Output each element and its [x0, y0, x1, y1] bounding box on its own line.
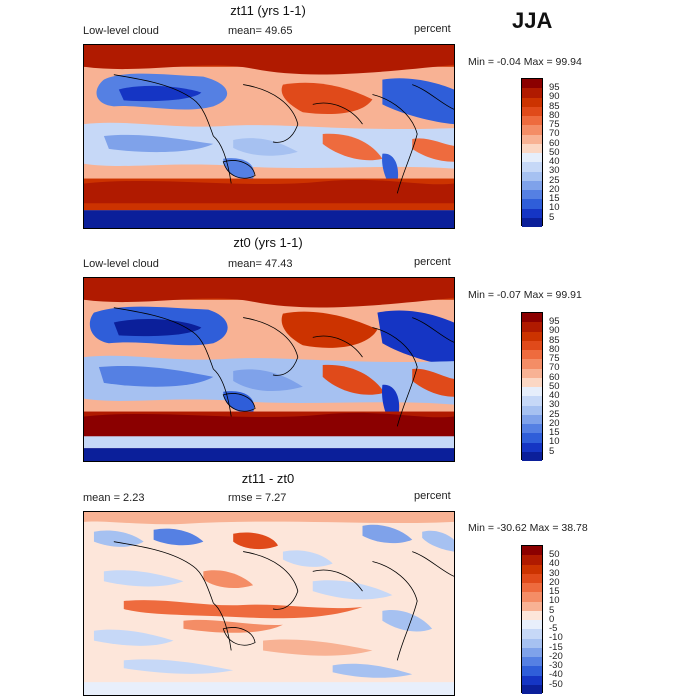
panel-3-units-label: percent: [414, 490, 451, 502]
cb1-tick-75: 75: [549, 119, 560, 130]
panel-3-colorbar: [521, 545, 543, 694]
cb3-tick-minus5: -5: [549, 623, 558, 634]
cb3-tick-minus50: -50: [549, 679, 563, 690]
cb2-tick-70: 70: [549, 362, 560, 373]
season-label: JJA: [512, 8, 553, 33]
cb1-tick-70: 70: [549, 128, 560, 139]
panel-2-map: [83, 277, 455, 462]
panel-3-rmse-label: rmse = 7.27: [228, 492, 287, 504]
cb3-tick-minus15: -15: [549, 642, 563, 653]
panel-2-mean-label: mean= 47.43: [228, 258, 293, 270]
cb1-tick-30: 30: [549, 165, 560, 176]
cb1-tick-80: 80: [549, 110, 560, 121]
cb1-tick-5: 5: [549, 212, 555, 223]
cb2-tick-5: 5: [549, 446, 555, 457]
cb1-tick-10: 10: [549, 202, 560, 213]
cb2-tick-80: 80: [549, 344, 560, 355]
panel-1-colorbar: [521, 78, 543, 227]
panel-1-variable-label: Low-level cloud: [83, 25, 159, 37]
cb3-tick-0: 0: [549, 614, 555, 625]
panel-3-minmax: Min = -30.62 Max = 38.78: [468, 522, 588, 534]
panel-1-units-label: percent: [414, 23, 451, 35]
cb3-tick-minus40: -40: [549, 669, 563, 680]
cb2-tick-20: 20: [549, 418, 560, 429]
panel-1-mean-label: mean= 49.65: [228, 25, 293, 37]
cb2-tick-10: 10: [549, 436, 560, 447]
cb3-tick-30: 30: [549, 568, 560, 579]
cb1-tick-90: 90: [549, 91, 560, 102]
cb2-tick-90: 90: [549, 325, 560, 336]
cb3-tick-minus20: -20: [549, 651, 563, 662]
cb3-tick-minus30: -30: [549, 660, 563, 671]
cb2-tick-25: 25: [549, 409, 560, 420]
cb1-tick-95: 95: [549, 82, 560, 93]
cb2-tick-50: 50: [549, 381, 560, 392]
panel-2-colorbar: [521, 312, 543, 461]
panel-1-map: [83, 44, 455, 229]
panel-1-title: zt11 (yrs 1-1): [230, 3, 306, 18]
panel-2-units-label: percent: [414, 256, 451, 268]
cb3-tick-10: 10: [549, 595, 560, 606]
cb2-tick-60: 60: [549, 372, 560, 383]
panel-3-title: zt11 - zt0: [241, 471, 295, 486]
panel-2-variable-label: Low-level cloud: [83, 258, 159, 270]
panel-3-mean-label: mean = 2.23: [83, 492, 145, 504]
cb3-tick-5: 5: [549, 605, 555, 616]
cb2-tick-75: 75: [549, 353, 560, 364]
cb1-tick-15: 15: [549, 193, 560, 204]
panel-1-minmax: Min = -0.04 Max = 99.94: [468, 56, 582, 68]
cb3-tick-50: 50: [549, 549, 560, 560]
cb3-tick-20: 20: [549, 577, 560, 588]
cb3-tick-40: 40: [549, 558, 560, 569]
cb1-tick-50: 50: [549, 147, 560, 158]
panel-2-minmax: Min = -0.07 Max = 99.91: [468, 289, 582, 301]
cb2-tick-30: 30: [549, 399, 560, 410]
cb3-tick-15: 15: [549, 586, 560, 597]
cb1-tick-25: 25: [549, 175, 560, 186]
cb2-tick-40: 40: [549, 390, 560, 401]
panel-3-map: [83, 511, 455, 696]
cb2-tick-85: 85: [549, 335, 560, 346]
cb2-tick-95: 95: [549, 316, 560, 327]
cb3-tick-minus10: -10: [549, 632, 563, 643]
cb1-tick-20: 20: [549, 184, 560, 195]
cb1-tick-60: 60: [549, 138, 560, 149]
cb1-tick-85: 85: [549, 101, 560, 112]
panel-2-title: zt0 (yrs 1-1): [233, 235, 303, 250]
cb2-tick-15: 15: [549, 427, 560, 438]
cb1-tick-40: 40: [549, 156, 560, 167]
